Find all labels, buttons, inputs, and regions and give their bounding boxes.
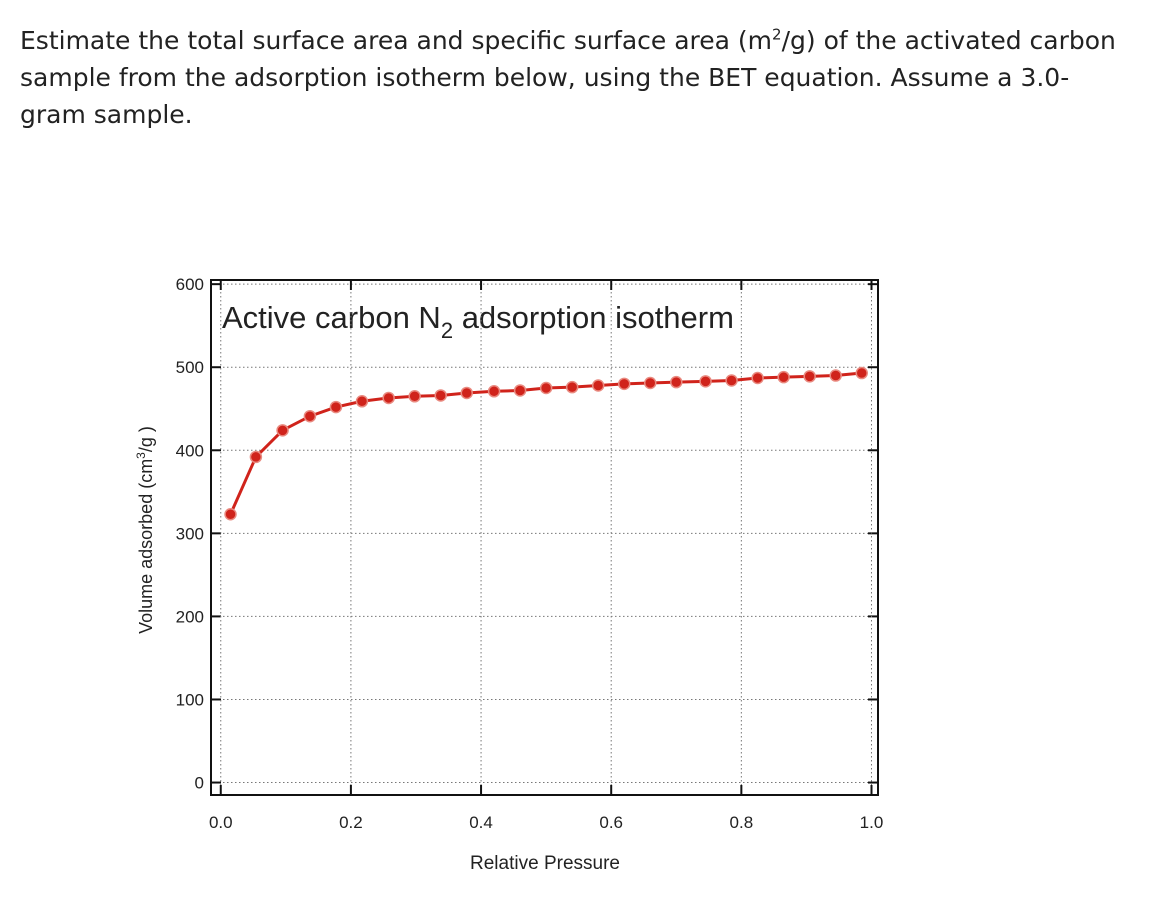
data-point: [460, 386, 473, 400]
data-point: [434, 389, 447, 402]
data-point: [329, 400, 343, 414]
x-tick-label: 0.8: [730, 813, 754, 832]
chart-title: Active carbon N2 adsorption isotherm: [222, 300, 734, 343]
data-point: [513, 384, 527, 397]
y-tick-label: 500: [176, 358, 204, 377]
x-tick-label: 0.0: [209, 813, 233, 832]
x-tick-label: 0.4: [469, 813, 493, 832]
y-tick-label: 100: [176, 690, 204, 709]
x-tick-label: 0.2: [339, 813, 363, 832]
question-text: /g) of the activated carbon sample from …: [20, 26, 1116, 129]
data-point: [855, 366, 868, 380]
data-point: [643, 376, 657, 390]
title-subscript: 2: [441, 318, 453, 343]
data-point: [303, 409, 317, 423]
data-point: [565, 380, 579, 394]
data-point: [224, 507, 237, 521]
y-tick-label: 0: [195, 774, 204, 793]
y-label-text: Volume adsorbed (cm: [136, 459, 156, 634]
y-tick-label: 300: [176, 524, 204, 543]
data-point: [249, 450, 263, 464]
data-point: [751, 371, 764, 385]
data-point: [591, 379, 605, 392]
data-point: [777, 370, 790, 384]
title-text: adsorption isotherm: [453, 300, 734, 335]
y-tick-label: 400: [176, 441, 204, 460]
question-text: Estimate the total surface area and spec…: [20, 26, 773, 55]
data-point: [382, 391, 395, 405]
y-tick-label: 600: [176, 275, 204, 294]
data-point: [803, 370, 816, 383]
data-point: [829, 369, 842, 382]
question-superscript: 2: [772, 25, 782, 44]
data-point: [699, 375, 712, 388]
x-tick-label: 1.0: [860, 813, 884, 832]
question: Estimate the total surface area and spec…: [20, 22, 1130, 133]
data-point: [670, 375, 683, 389]
plot-frame: [210, 279, 879, 796]
data-point: [725, 374, 738, 387]
x-axis-label: Relative Pressure: [470, 853, 620, 874]
title-text: Active carbon N: [222, 300, 441, 335]
data-point: [487, 385, 501, 398]
data-point: [617, 377, 631, 391]
y-label-text: /g ): [136, 426, 156, 452]
y-axis-label: Volume adsorbed (cm3/g ): [134, 426, 156, 634]
data-point: [276, 424, 289, 437]
data-point: [539, 381, 553, 395]
y-tick-label: 200: [176, 607, 204, 626]
data-point: [355, 395, 369, 408]
y-label-superscript: 3: [134, 452, 148, 459]
x-tick-label: 0.6: [599, 813, 623, 832]
data-point: [408, 390, 421, 403]
